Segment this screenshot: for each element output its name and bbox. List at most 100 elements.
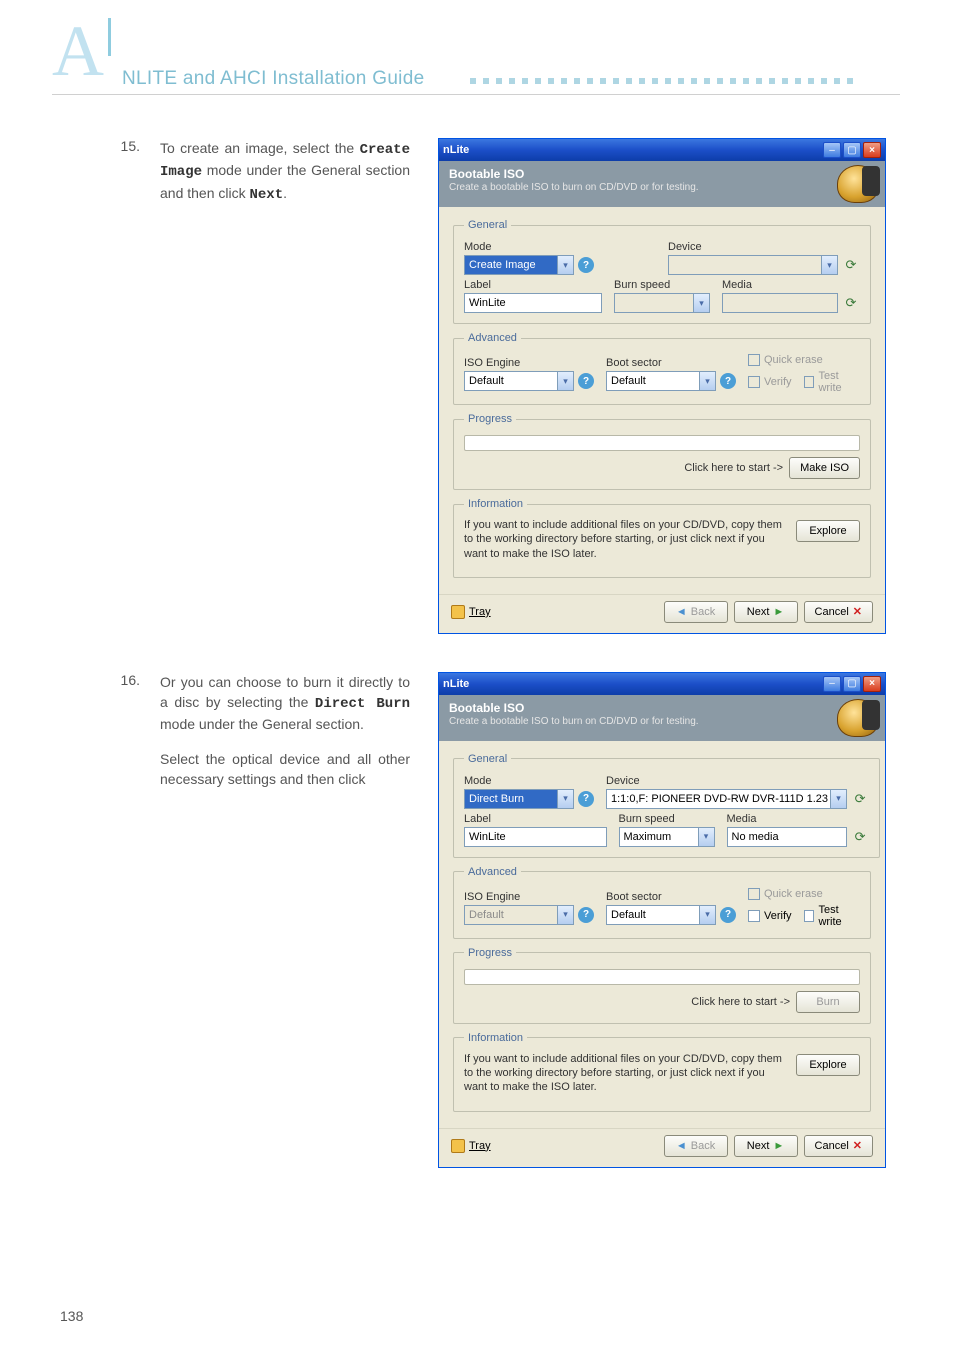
back-button[interactable]: ◄Back	[664, 1135, 728, 1157]
refresh-icon[interactable]: ⟳	[851, 790, 869, 808]
close-button[interactable]: ×	[863, 676, 881, 692]
start-hint: Click here to start ->	[684, 462, 783, 474]
media-label: Media	[727, 813, 870, 825]
quick-erase-checkbox[interactable]: Quick erase	[748, 888, 860, 900]
quick-erase-checkbox[interactable]: Quick erase	[748, 354, 860, 366]
general-legend: General	[464, 753, 511, 765]
verify-checkbox[interactable]: Verify	[748, 904, 792, 928]
titlebar[interactable]: nLite – ▢ ×	[439, 139, 885, 161]
info-text: If you want to include additional files …	[464, 516, 788, 567]
advanced-section: Advanced ISO Engine Default ▾ ?	[453, 866, 871, 939]
bootsector-value: Default	[611, 375, 646, 387]
help-icon[interactable]: ?	[578, 373, 594, 389]
testwrite-label: Test write	[818, 370, 860, 394]
refresh-icon[interactable]: ⟳	[851, 828, 869, 846]
header-title: NLITE and AHCI Installation Guide	[122, 68, 424, 90]
bootsector-dropdown[interactable]: Default ▾	[606, 371, 716, 391]
next-button[interactable]: Next►	[734, 1135, 798, 1157]
tray-icon	[451, 1139, 465, 1153]
label-value: WinLite	[469, 831, 506, 843]
step-16-number: 16.	[100, 672, 140, 1168]
general-legend: General	[464, 219, 511, 231]
iso-engine-dropdown[interactable]: Default ▾	[464, 371, 574, 391]
step-16-text: Or you can choose to burn it directly to…	[160, 672, 410, 1168]
start-hint: Click here to start ->	[691, 996, 790, 1008]
tray-button[interactable]: Tray	[451, 1139, 491, 1153]
minimize-button[interactable]: –	[823, 142, 841, 158]
appendix-bar	[108, 18, 111, 56]
iso-engine-value: Default	[469, 909, 504, 921]
explore-button[interactable]: Explore	[796, 520, 860, 542]
label-input[interactable]: WinLite	[464, 827, 607, 847]
device-label: Device	[606, 775, 869, 787]
media-label: Media	[722, 279, 860, 291]
testwrite-checkbox[interactable]: Test write	[804, 370, 860, 394]
chevron-down-icon: ▾	[821, 256, 837, 274]
tray-button[interactable]: Tray	[451, 605, 491, 619]
help-icon[interactable]: ?	[720, 907, 736, 923]
quick-erase-label: Quick erase	[764, 354, 823, 366]
testwrite-checkbox[interactable]: Test write	[804, 904, 860, 928]
make-iso-button[interactable]: Make ISO	[789, 457, 860, 479]
cancel-button[interactable]: Cancel✕	[804, 1135, 873, 1157]
titlebar[interactable]: nLite – ▢ ×	[439, 673, 885, 695]
device-dropdown[interactable]: ▾	[668, 255, 838, 275]
bootsector-dropdown[interactable]: Default ▾	[606, 905, 716, 925]
close-button[interactable]: ×	[863, 142, 881, 158]
advanced-legend: Advanced	[464, 866, 521, 878]
burn-button[interactable]: Burn	[796, 991, 860, 1013]
step-16-bold-1: Direct Burn	[315, 696, 410, 712]
minimize-button[interactable]: –	[823, 676, 841, 692]
label-input[interactable]: WinLite	[464, 293, 602, 313]
chevron-down-icon: ▾	[693, 294, 709, 312]
mode-dropdown[interactable]: Direct Burn ▾	[464, 789, 574, 809]
verify-label: Verify	[764, 910, 792, 922]
refresh-icon[interactable]: ⟳	[842, 256, 860, 274]
verify-label: Verify	[764, 376, 792, 388]
subheader-sub: Create a bootable ISO to burn on CD/DVD …	[449, 716, 875, 727]
burnspeed-dropdown[interactable]: ▾	[614, 293, 710, 313]
general-section: General Mode Direct Burn ▾ ?	[453, 753, 880, 858]
bootsector-label: Boot sector	[606, 891, 736, 903]
step-16-p1-b: mode under the General section.	[160, 716, 364, 732]
subheader-sub: Create a bootable ISO to burn on CD/DVD …	[449, 182, 875, 193]
iso-engine-dropdown[interactable]: Default ▾	[464, 905, 574, 925]
nlite-window-1: nLite – ▢ × Bootable ISO Create a bootab…	[438, 138, 886, 634]
tray-icon	[451, 605, 465, 619]
chevron-down-icon: ▾	[557, 906, 573, 924]
device-label: Device	[668, 241, 860, 253]
step-15-text: To create an image, select the Create Im…	[160, 138, 410, 634]
next-button[interactable]: Next►	[734, 601, 798, 623]
page-header: A NLITE and AHCI Installation Guide	[0, 0, 954, 110]
cancel-button[interactable]: Cancel✕	[804, 601, 873, 623]
burnspeed-dropdown[interactable]: Maximum ▾	[619, 827, 715, 847]
mode-dropdown[interactable]: Create Image ▾	[464, 255, 574, 275]
help-icon[interactable]: ?	[578, 907, 594, 923]
device-dropdown[interactable]: 1:1:0,F: PIONEER DVD-RW DVR-111D 1.23 ▾	[606, 789, 847, 809]
explore-button[interactable]: Explore	[796, 1054, 860, 1076]
maximize-button[interactable]: ▢	[843, 676, 861, 692]
mode-value: Create Image	[469, 259, 536, 271]
burnspeed-label: Burn speed	[619, 813, 715, 825]
help-icon[interactable]: ?	[578, 791, 594, 807]
media-display	[722, 293, 838, 313]
chevron-down-icon: ▾	[557, 790, 573, 808]
device-value: 1:1:0,F: PIONEER DVD-RW DVR-111D 1.23	[611, 793, 828, 805]
maximize-button[interactable]: ▢	[843, 142, 861, 158]
page-number: 138	[60, 1308, 83, 1324]
step-15: 15. To create an image, select the Creat…	[0, 110, 954, 644]
help-icon[interactable]: ?	[578, 257, 594, 273]
back-arrow-icon: ◄	[676, 606, 687, 618]
nlite-window-2: nLite – ▢ × Bootable ISO Create a bootab…	[438, 672, 886, 1168]
titlebar-text: nLite	[443, 144, 821, 156]
verify-checkbox[interactable]: Verify	[748, 370, 792, 394]
refresh-icon[interactable]: ⟳	[842, 294, 860, 312]
help-icon[interactable]: ?	[720, 373, 736, 389]
mode-label: Mode	[464, 241, 656, 253]
step-15-text-a: To create an image, select the	[160, 140, 360, 156]
next-arrow-icon: ►	[773, 1140, 784, 1152]
step-16: 16. Or you can choose to burn it directl…	[0, 644, 954, 1178]
back-button[interactable]: ◄Back	[664, 601, 728, 623]
chevron-down-icon: ▾	[699, 906, 715, 924]
progress-legend: Progress	[464, 947, 516, 959]
